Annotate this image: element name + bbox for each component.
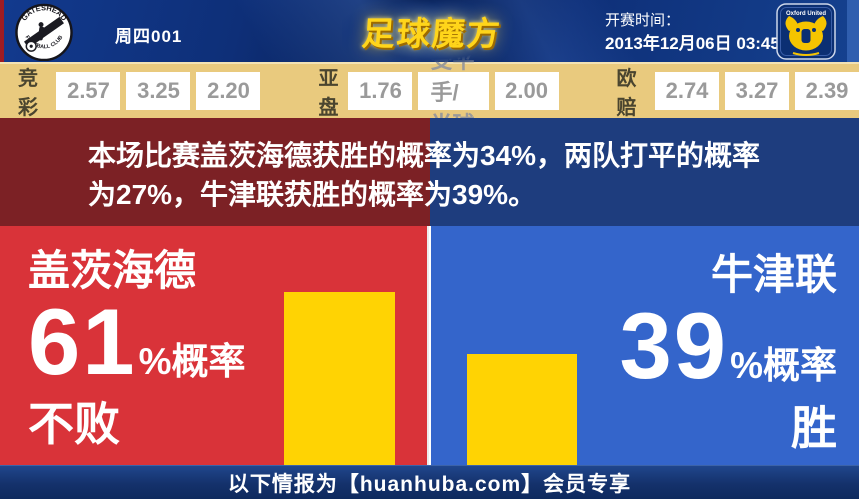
asian-handicap-group: 亚盘 1.76 受平手/半球 2.00 xyxy=(318,48,559,137)
header-left-red-strip xyxy=(0,0,4,62)
footer-member-notice: 以下情报为【huanhuba.com】会员专享 xyxy=(227,472,632,496)
european-odds-group: 欧赔 2.74 3.27 2.39 xyxy=(617,62,859,120)
away-percent-value: 39 xyxy=(619,293,729,398)
home-outcome-label: 不败 xyxy=(28,398,120,450)
european-odds-label: 欧赔 xyxy=(616,68,637,119)
asian-handicap-label: 亚盘 xyxy=(318,68,339,119)
kickoff-datetime: 2013年12月06日 03:45 xyxy=(605,34,780,53)
home-percent-value: 61 xyxy=(28,289,137,394)
european-lose-odds: 2.39 xyxy=(795,72,859,110)
sporttery-odds-group: 竞彩 2.57 3.25 2.20 xyxy=(18,62,261,120)
kickoff-info: 开赛时间： 2013年12月06日 03:45 xyxy=(605,10,780,56)
asian-handicap-line: 受平手/半球 xyxy=(418,48,489,137)
probability-summary-text: 本场比赛盖茨海德获胜的概率为34%，两队打平的概率为27%，牛津联获胜的概率为3… xyxy=(88,140,761,210)
banner-blue-half xyxy=(430,118,859,226)
header-right-glow xyxy=(847,0,859,62)
match-code: 周四001 xyxy=(115,27,183,46)
european-draw-odds: 3.27 xyxy=(725,72,789,110)
brand-logo-text: 足球魔方 xyxy=(360,15,504,52)
away-probability-bar xyxy=(467,354,577,465)
kickoff-label: 开赛时间： xyxy=(605,12,681,29)
site-brand-logo: 足球魔方 xyxy=(342,0,522,62)
home-percent-suffix: %概率 xyxy=(138,341,246,382)
asian-handicap-home-odds: 1.76 xyxy=(348,72,413,110)
sporttery-lose-odds: 2.20 xyxy=(196,72,261,110)
gateshead-badge-icon: GATESHEAD FOOTBALL CLUB xyxy=(14,2,74,66)
away-team-name: 牛津联 xyxy=(710,251,837,298)
home-team-stats: 盖茨海德 61 %概率 不败 xyxy=(28,246,245,452)
odds-bar: 竞彩 2.57 3.25 2.20 亚盘 1.76 受平手/半球 2.00 欧赔… xyxy=(0,48,859,137)
asian-handicap-away-odds: 2.00 xyxy=(494,72,559,110)
sporttery-label: 竞彩 xyxy=(18,68,38,119)
away-percent-row: 39 %概率 xyxy=(619,293,837,398)
home-percent-row: 61 %概率 xyxy=(28,289,246,394)
svg-text:Oxford United: Oxford United xyxy=(786,11,826,17)
sporttery-win-odds: 2.57 xyxy=(56,72,121,110)
european-win-odds: 2.74 xyxy=(655,72,719,110)
footer-bar: 以下情报为【huanhuba.com】会员专享 xyxy=(0,465,859,499)
away-team-stats: 牛津联 39 %概率 胜 xyxy=(620,250,837,456)
oxford-united-badge-icon: Oxford United xyxy=(776,3,836,65)
probability-summary-banner: 本场比赛盖茨海德获胜的概率为34%，两队打平的概率为27%，牛津联获胜的概率为3… xyxy=(0,118,859,226)
banner-red-half xyxy=(0,118,430,226)
away-outcome-label: 胜 xyxy=(791,402,837,454)
header-bar: GATESHEAD FOOTBALL CLUB 周四001 足球魔方 开赛时间：… xyxy=(0,0,859,62)
home-probability-bar xyxy=(284,292,395,465)
away-percent-suffix: %概率 xyxy=(730,345,837,386)
sporttery-draw-odds: 3.25 xyxy=(126,72,191,110)
home-team-name: 盖茨海德 xyxy=(28,247,197,294)
probability-panels: 盖茨海德 61 %概率 不败 牛津联 39 %概率 胜 xyxy=(0,226,859,465)
